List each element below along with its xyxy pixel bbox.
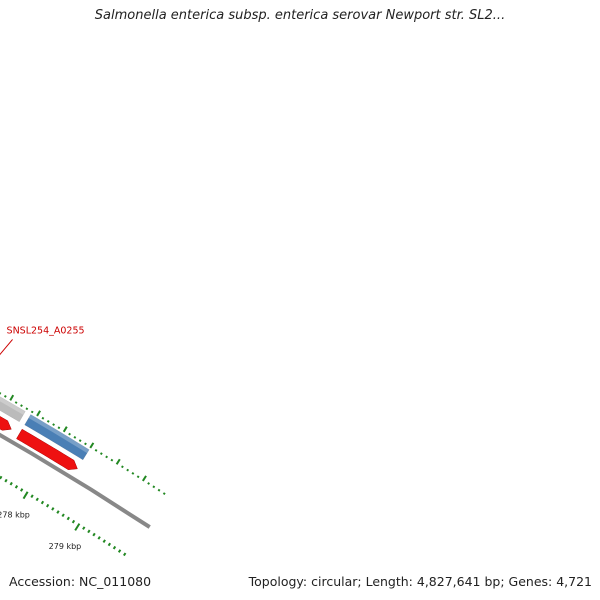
- inner-tick: [112, 545, 117, 550]
- backbone-line: [0, 432, 151, 529]
- tick-label: 278 kbp: [0, 510, 30, 519]
- outer-tick: [136, 475, 140, 479]
- inner-tick: [92, 532, 96, 537]
- inner-tick: [87, 529, 91, 534]
- inner-tick: [82, 526, 86, 530]
- outer-tick: [99, 452, 103, 455]
- inner-tick: [20, 488, 24, 492]
- outer-ticks-track: [0, 392, 166, 495]
- inner-tick: [74, 523, 81, 531]
- outer-tick: [115, 458, 121, 465]
- inner-tick: [0, 475, 3, 480]
- inner-tick: [40, 500, 45, 505]
- inner-tick: [45, 503, 50, 508]
- outer-tick: [131, 472, 135, 475]
- outer-tick: [121, 465, 124, 469]
- inner-tick: [61, 513, 65, 518]
- inner-tick: [117, 549, 122, 553]
- cds-arrow: [0, 416, 12, 431]
- inner-ticks-track: 270 kbp271 kbp272 kbp273 kbp274 kbp275 k…: [0, 475, 127, 557]
- outer-tick: [126, 468, 130, 472]
- cds-track: [0, 416, 78, 470]
- outer-tick: [3, 394, 7, 398]
- outer-tick: [157, 488, 161, 492]
- gene-block-highlight: [0, 396, 26, 415]
- accession-text: Accession: NC_011080: [9, 574, 152, 589]
- outer-tick: [141, 475, 147, 482]
- inner-tick: [35, 497, 39, 502]
- outer-tick: [84, 442, 87, 446]
- inner-tick: [102, 539, 106, 543]
- inner-tick: [97, 536, 101, 540]
- map-title: Salmonella enterica subsp. enterica sero…: [94, 8, 506, 23]
- gene-labels: lpxDfabZlpxAlpxBrnhBdnaEaccASNSL254_A025…: [0, 325, 85, 356]
- outer-tick: [147, 482, 150, 485]
- tick-label: 279 kbp: [49, 542, 82, 551]
- outer-tick: [105, 455, 108, 459]
- outer-tick: [30, 410, 34, 414]
- inner-tick: [22, 491, 29, 500]
- inner-tick: [56, 510, 60, 514]
- inner-tick: [14, 485, 19, 489]
- outer-tick: [46, 420, 50, 423]
- outer-tick: [20, 404, 23, 408]
- outer-tick: [41, 416, 45, 420]
- outer-tick: [62, 426, 68, 433]
- gene-block: [0, 396, 26, 423]
- topology-text: Topology: circular; Length: 4,827,641 bp…: [248, 574, 592, 589]
- outer-tick: [94, 448, 98, 452]
- inner-tick: [30, 494, 34, 499]
- outer-tick: [89, 442, 95, 449]
- inner-tick: [107, 542, 112, 547]
- outer-tick: [73, 436, 77, 439]
- inner-tick: [66, 516, 70, 521]
- gene-label: SNSL254_A0255: [7, 325, 85, 336]
- inner-tick: [51, 507, 55, 511]
- outer-tick: [36, 410, 41, 417]
- outer-tick: [110, 458, 114, 462]
- outer-tick: [152, 485, 156, 489]
- outer-tick: [25, 407, 29, 411]
- outer-tick: [14, 401, 18, 404]
- backbone-track: [0, 432, 151, 529]
- genes-track: [0, 396, 90, 461]
- inner-tick: [71, 519, 76, 524]
- gene-leader-line: [0, 339, 13, 356]
- gene-block-highlight: [28, 414, 90, 454]
- inner-tick: [9, 481, 13, 486]
- outer-tick: [68, 432, 71, 436]
- outer-tick: [57, 426, 61, 430]
- inner-tick: [4, 478, 8, 483]
- inner-tick: [123, 552, 127, 557]
- cds-arrow: [16, 428, 78, 470]
- outer-tick: [52, 423, 55, 426]
- gene-block: [24, 414, 90, 461]
- outer-tick: [78, 439, 82, 442]
- outer-tick: [162, 492, 166, 495]
- outer-tick: [9, 394, 15, 401]
